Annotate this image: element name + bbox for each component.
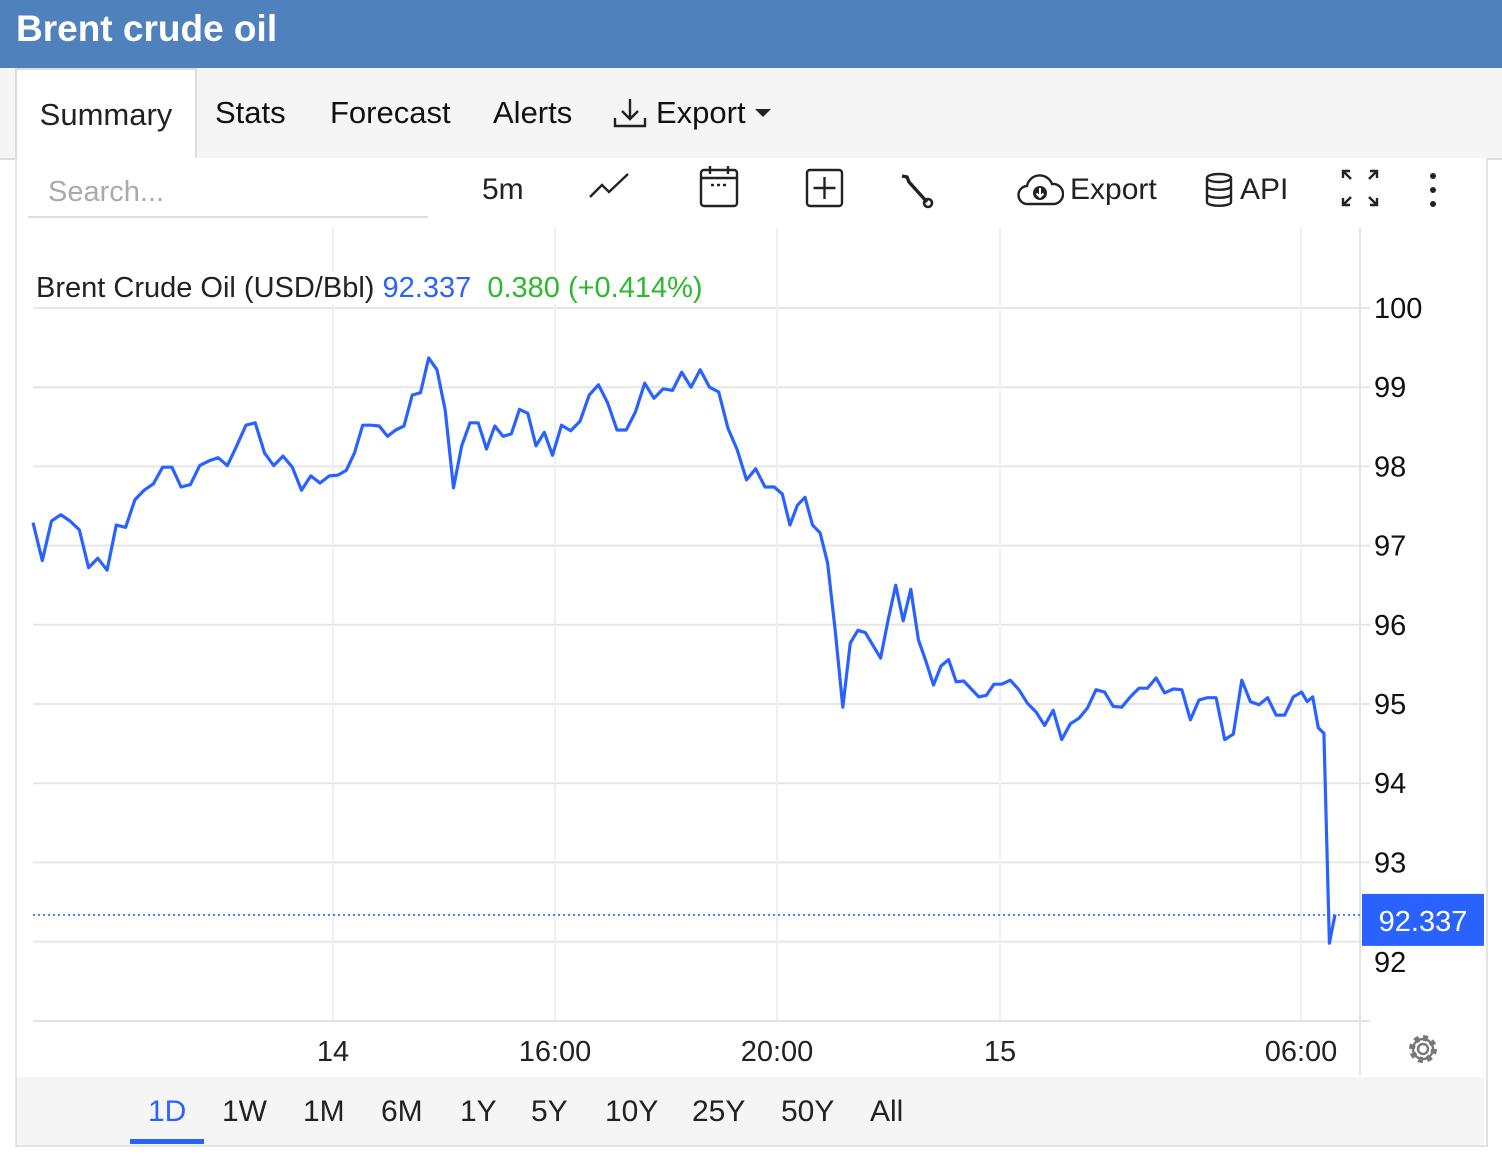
page-title: Brent crude oil <box>16 8 278 49</box>
range-button-1d[interactable]: 1D <box>148 1095 187 1128</box>
time-axis: 14 16:00 20:00 15 06:00 <box>317 1036 1337 1068</box>
fullscreen-button[interactable] <box>1340 168 1380 208</box>
y-tick-label: 97 <box>1374 531 1406 563</box>
range-button-1y[interactable]: 1Y <box>460 1095 497 1128</box>
last-price-tag <box>1362 893 1484 946</box>
y-tick-label: 98 <box>1374 451 1406 483</box>
more-vertical-icon <box>1430 173 1436 207</box>
line-chart-icon <box>589 173 629 198</box>
range-button-10y[interactable]: 10Y <box>605 1095 659 1128</box>
interval-button[interactable]: 5m <box>482 173 524 206</box>
api-button[interactable]: API <box>1204 170 1288 210</box>
series-line <box>31 356 1337 945</box>
api-label: API <box>1240 173 1289 206</box>
grid <box>33 228 1370 1020</box>
cloud-download-icon <box>1017 174 1064 206</box>
settings-tools-button[interactable] <box>897 172 935 210</box>
range-button-1w[interactable]: 1W <box>222 1095 267 1128</box>
chart-legend: Brent Crude Oil (USD/Bbl) 92.337 0.380 (… <box>36 272 713 305</box>
chart-panel <box>15 158 1488 1147</box>
caret-down-icon <box>754 109 771 117</box>
y-tick-label: 100 <box>1374 293 1422 325</box>
active-range-indicator <box>130 1139 204 1144</box>
range-bar <box>17 1077 1484 1145</box>
gear-icon <box>1409 1035 1437 1063</box>
last-price-label: 92.337 <box>1379 906 1468 938</box>
range-button-50y[interactable]: 50Y <box>781 1095 835 1128</box>
title-bar: Brent crude oil <box>0 0 1502 68</box>
chart-settings-button[interactable] <box>1409 1035 1437 1063</box>
range-button-6m[interactable]: 6M <box>381 1095 423 1128</box>
range-button-25y[interactable]: 25Y <box>692 1095 746 1128</box>
date-range-button[interactable] <box>699 164 739 208</box>
wrench-icon <box>901 174 934 209</box>
export-button[interactable]: Export <box>1016 170 1157 210</box>
download-icon <box>613 99 647 128</box>
add-indicator-button[interactable] <box>805 168 845 208</box>
fullscreen-icon <box>1341 169 1379 207</box>
tab-stats[interactable]: Stats <box>215 95 286 130</box>
tab-export-label: Export <box>656 95 746 130</box>
search-input[interactable] <box>28 168 428 218</box>
tab-alerts[interactable]: Alerts <box>493 95 573 130</box>
y-tick-label: 96 <box>1374 610 1406 642</box>
export-label: Export <box>1070 173 1157 206</box>
tab-summary[interactable]: Summary <box>15 68 197 160</box>
range-button-1m[interactable]: 1M <box>303 1095 345 1128</box>
legend-price: 92.337 <box>382 272 472 304</box>
x-tick-label: 20:00 <box>741 1036 814 1068</box>
tab-bar: Summary Stats Forecast Alerts Export <box>0 68 1502 160</box>
range-button-all[interactable]: All <box>870 1095 904 1128</box>
y-tick-label: 94 <box>1374 768 1406 800</box>
range-button-5y[interactable]: 5Y <box>531 1095 568 1128</box>
x-tick-label: 14 <box>317 1036 349 1068</box>
database-icon <box>1205 172 1233 207</box>
x-tick-label: 16:00 <box>519 1036 592 1068</box>
chart-type-button[interactable] <box>588 170 630 200</box>
y-tick-label: 93 <box>1374 847 1406 879</box>
price-axis: 92 93 94 95 96 97 98 99 100 <box>1374 293 1422 979</box>
x-tick-label: 15 <box>984 1036 1016 1068</box>
y-tick-label: 92 <box>1374 947 1406 979</box>
tab-export[interactable]: Export <box>612 68 772 158</box>
tab-forecast[interactable]: Forecast <box>330 95 451 130</box>
legend-change: 0.380 (+0.414%) <box>487 272 703 304</box>
y-tick-label: 95 <box>1374 689 1406 721</box>
legend-name: Brent Crude Oil (USD/Bbl) <box>36 272 375 304</box>
calendar-icon <box>699 166 739 208</box>
more-options-button[interactable] <box>1426 170 1440 210</box>
add-indicator-icon <box>805 168 844 208</box>
x-tick-label: 06:00 <box>1265 1036 1338 1068</box>
y-tick-label: 99 <box>1374 372 1406 404</box>
